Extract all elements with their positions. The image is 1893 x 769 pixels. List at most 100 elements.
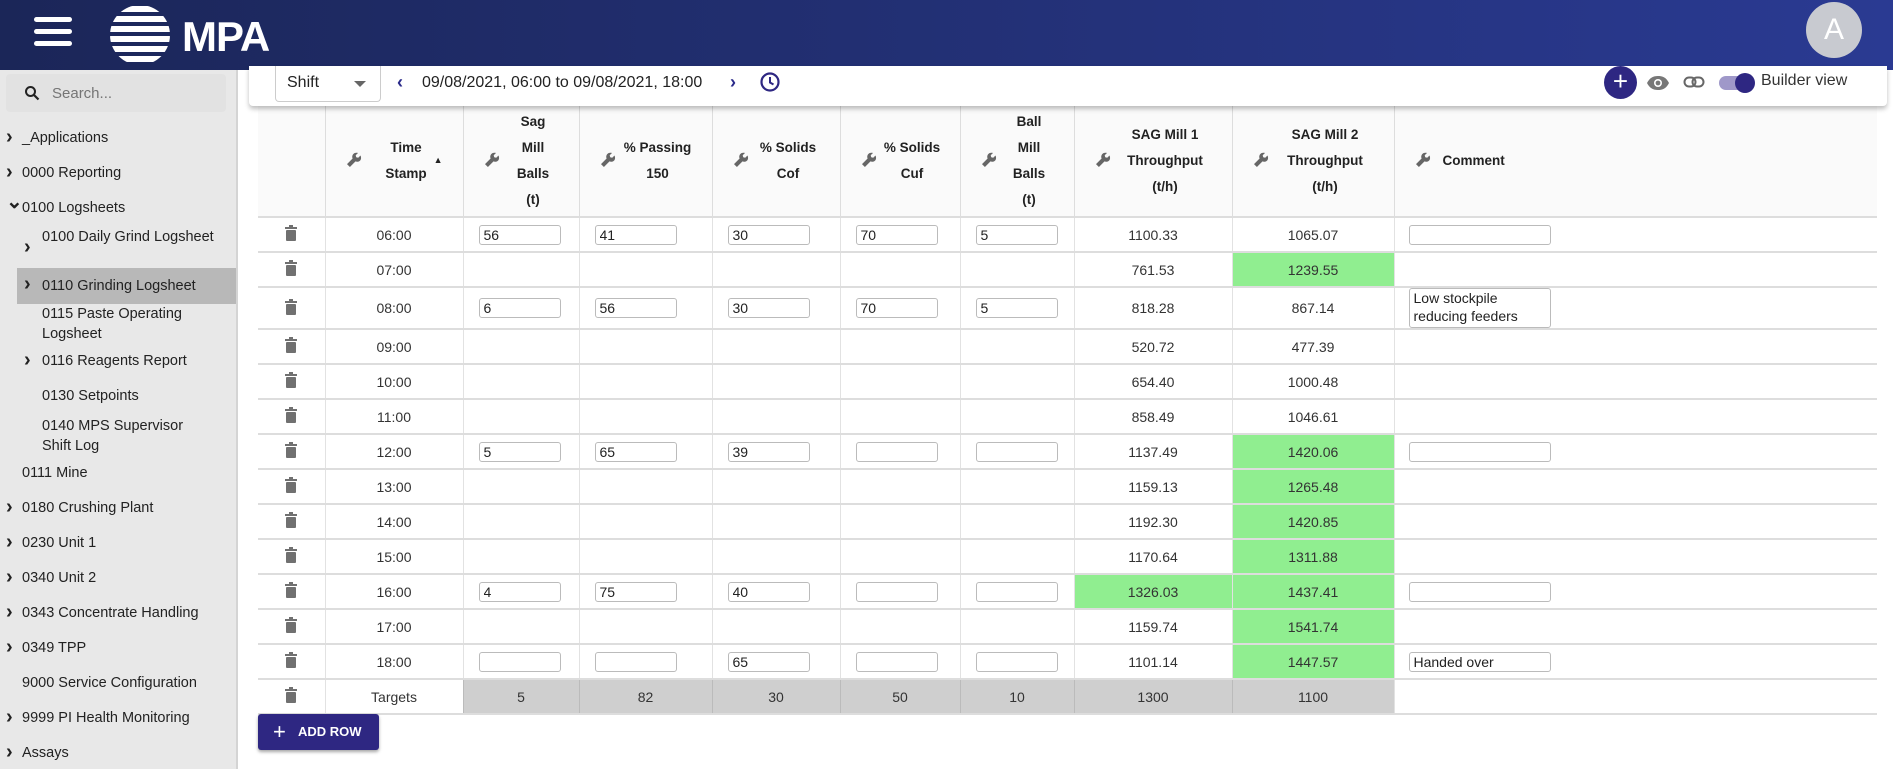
sidebar-item[interactable]: 9000 Service Configuration (0, 673, 236, 695)
sidebar-item[interactable]: › 0000 Reporting (0, 161, 236, 185)
builder-view-toggle[interactable] (1719, 73, 1755, 93)
comment-input[interactable]: Low stockpile reducing feeders (1408, 288, 1551, 328)
wrench-icon[interactable] (733, 151, 749, 177)
value-input[interactable] (727, 224, 810, 245)
column-header[interactable]: % Passing 150 (578, 106, 712, 218)
sidebar-item[interactable]: 0130 Setpoints (0, 386, 236, 408)
trash-icon[interactable] (285, 652, 298, 671)
column-header[interactable]: % Solids Cuf (839, 106, 960, 218)
sidebar-item[interactable]: ⌄ 0100 Logsheets (0, 192, 236, 220)
trash-icon[interactable] (285, 372, 298, 391)
sidebar-item[interactable]: › 0230 Unit 1 (0, 531, 236, 555)
column-header[interactable]: Time Stamp ▲ (324, 106, 463, 218)
wrench-icon[interactable] (484, 151, 500, 177)
wrench-icon[interactable] (1253, 151, 1269, 177)
sidebar-item[interactable]: › 0343 Concentrate Handling (0, 601, 236, 625)
chevron-down-icon[interactable]: ⌄ (6, 191, 23, 213)
chevron-right-icon[interactable]: › (6, 566, 13, 588)
value-input[interactable] (478, 651, 561, 672)
sidebar-item[interactable]: › 0340 Unit 2 (0, 566, 236, 590)
link-icon[interactable] (1683, 75, 1705, 89)
value-input[interactable] (478, 224, 561, 245)
sidebar-item[interactable]: › 0110 Grinding Logsheet (17, 268, 236, 304)
comment-input[interactable] (1408, 441, 1551, 462)
sort-ascending-icon[interactable]: ▲ (433, 155, 443, 165)
column-header[interactable]: Ball Mill Balls (t) (959, 106, 1074, 218)
comment-input[interactable] (1408, 224, 1551, 245)
sidebar-item[interactable]: › 0180 Crushing Plant (0, 496, 236, 520)
sidebar-item[interactable]: 0111 Mine (0, 463, 236, 485)
trash-icon[interactable] (285, 547, 298, 566)
column-header[interactable]: Comment (1393, 106, 1877, 218)
chevron-left-icon[interactable]: ‹ (397, 72, 403, 92)
value-input[interactable] (975, 581, 1058, 602)
sidebar-item[interactable]: › Assays (0, 742, 236, 765)
wrench-icon[interactable] (861, 151, 877, 177)
chevron-right-icon[interactable]: › (6, 601, 13, 623)
trash-icon[interactable] (285, 225, 298, 244)
value-input[interactable] (727, 651, 810, 672)
chevron-right-icon[interactable]: › (24, 349, 31, 371)
chevron-right-icon[interactable]: › (6, 496, 13, 518)
chevron-right-icon[interactable]: › (24, 273, 31, 295)
column-header[interactable]: % Solids Cof (711, 106, 840, 218)
wrench-icon[interactable] (600, 151, 616, 177)
column-header[interactable]: Sag Mill Balls (t) (462, 106, 579, 218)
eye-icon[interactable] (1646, 75, 1670, 91)
column-header[interactable]: SAG Mill 2 Throughput (t/h) (1231, 106, 1394, 218)
hamburger-menu-icon[interactable] (34, 17, 72, 51)
chevron-right-icon[interactable]: › (6, 161, 13, 183)
trash-icon[interactable] (285, 617, 298, 636)
sidebar-item[interactable]: › 0116 Reagents Report (0, 349, 236, 373)
column-header[interactable]: SAG Mill 1 Throughput (t/h) (1073, 106, 1232, 218)
comment-input[interactable] (1408, 581, 1551, 602)
add-row-button[interactable]: + ADD ROW (258, 714, 379, 750)
chevron-right-icon[interactable]: › (6, 531, 13, 553)
value-input[interactable] (594, 581, 677, 602)
trash-icon[interactable] (285, 260, 298, 279)
trash-icon[interactable] (285, 687, 298, 706)
clock-icon[interactable] (759, 71, 781, 93)
value-input[interactable] (727, 581, 810, 602)
value-input[interactable] (478, 581, 561, 602)
wrench-icon[interactable] (1415, 151, 1431, 177)
chevron-right-icon[interactable]: › (730, 72, 736, 92)
trash-icon[interactable] (285, 512, 298, 531)
sidebar-item[interactable]: › 0349 TPP (0, 637, 236, 660)
value-input[interactable] (594, 441, 677, 462)
value-input[interactable] (975, 224, 1058, 245)
wrench-icon[interactable] (1095, 151, 1111, 177)
sidebar-item[interactable]: › 0100 Daily Grind Logsheet (0, 227, 236, 267)
value-input[interactable] (594, 651, 677, 672)
value-input[interactable] (727, 298, 810, 318)
value-input[interactable] (855, 298, 938, 318)
sidebar-item[interactable]: 0140 MPS Supervisor Shift Log (0, 416, 236, 456)
chevron-right-icon[interactable]: › (24, 236, 31, 258)
wrench-icon[interactable] (981, 151, 997, 177)
value-input[interactable] (855, 441, 938, 462)
value-input[interactable] (478, 441, 561, 462)
value-input[interactable] (478, 298, 561, 318)
chevron-right-icon[interactable]: › (6, 126, 13, 148)
trash-icon[interactable] (285, 477, 298, 496)
wrench-icon[interactable] (346, 151, 362, 177)
value-input[interactable] (727, 441, 810, 462)
avatar[interactable]: A (1806, 2, 1862, 58)
value-input[interactable] (855, 651, 938, 672)
trash-icon[interactable] (285, 582, 298, 601)
comment-input[interactable] (1408, 651, 1551, 672)
sidebar-item[interactable]: 0115 Paste Operating Logsheet (0, 304, 236, 344)
value-input[interactable] (594, 298, 677, 318)
value-input[interactable] (855, 581, 938, 602)
value-input[interactable] (594, 224, 677, 245)
sidebar-item[interactable]: › 9999 PI Health Monitoring (0, 706, 236, 730)
trash-icon[interactable] (285, 298, 298, 318)
value-input[interactable] (975, 298, 1058, 318)
trash-icon[interactable] (285, 407, 298, 426)
value-input[interactable] (975, 651, 1058, 672)
period-select[interactable]: Shift (275, 66, 381, 102)
search-input[interactable] (52, 80, 222, 106)
chevron-right-icon[interactable]: › (6, 706, 13, 728)
add-button[interactable]: + (1604, 66, 1637, 99)
value-input[interactable] (855, 224, 938, 245)
